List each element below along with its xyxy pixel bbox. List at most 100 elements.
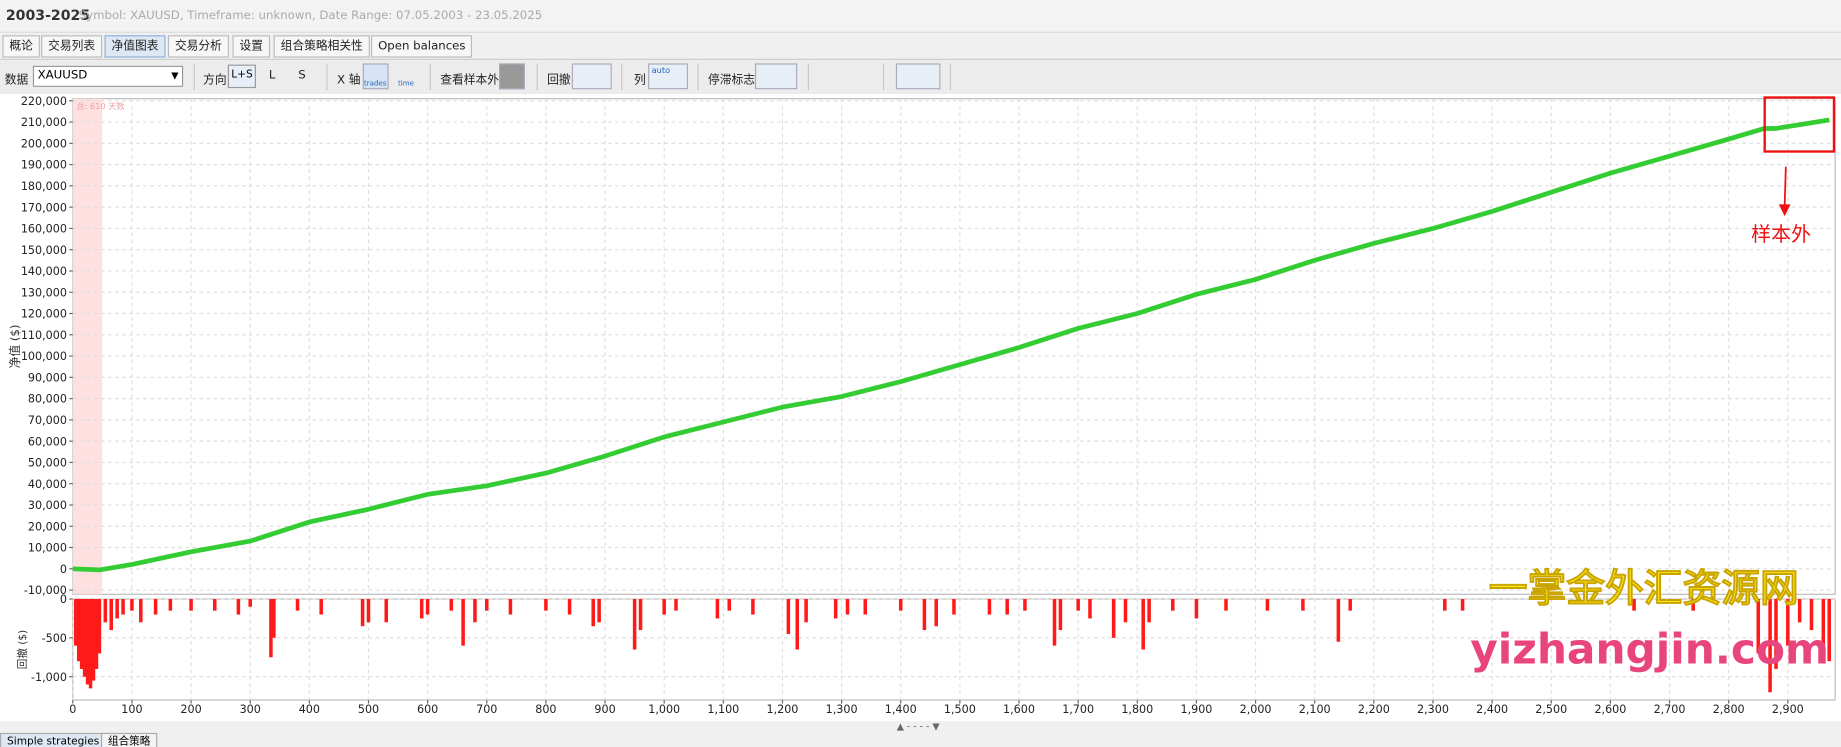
x-tick-label: 800 [535, 703, 556, 716]
drawdown-bar [212, 599, 217, 611]
drawdown-bar [295, 599, 300, 611]
separator [193, 63, 195, 91]
drawdown-bar [934, 599, 938, 627]
direction-button[interactable]: L [268, 69, 276, 83]
drawdown-bar [1058, 599, 1063, 631]
drawdown-bar [662, 599, 666, 615]
drawdown-bar [236, 599, 241, 615]
drawdown-chart: 0 -500 -1,000 0 100 200 300 400 500 600 700 800 900 1… [31, 593, 1836, 716]
equity-plot-area [72, 98, 1836, 595]
toolbar: 数据 XAUUSD ▼ 方向 L+S L S X 轴 trades time 查… [0, 58, 1841, 96]
drawdown-bar [94, 599, 99, 669]
icon-text: trades [363, 79, 387, 89]
tab[interactable]: 组合策略相关性 [273, 35, 370, 58]
drawdown-bar [461, 599, 465, 646]
drawdown-bar [73, 599, 78, 646]
drawdown-select[interactable] [571, 63, 612, 90]
drawdown-bar [248, 599, 252, 607]
x-tick-label: 1,100 [707, 703, 739, 716]
drawdown-bar [1809, 599, 1814, 631]
y-tick-label: 140,000 [21, 265, 67, 278]
tab[interactable]: 概论 [2, 35, 40, 58]
y-tick-label: 10,000 [28, 542, 67, 555]
tab[interactable]: Open balances [371, 35, 473, 58]
drawdown-bar [360, 599, 365, 627]
y-tick-label: 0 [60, 593, 67, 606]
x-tick-label: 600 [417, 703, 438, 716]
bottom-tab[interactable]: Simple strategies [0, 732, 107, 747]
separator [326, 63, 328, 91]
band-label: 总: 610 天数 [76, 101, 124, 111]
columns-select[interactable]: auto [648, 63, 689, 90]
x-tick-label: 2,700 [1654, 703, 1686, 716]
oos-label: 查看样本外 [440, 73, 499, 87]
tab[interactable]: 设置 [232, 35, 271, 58]
xaxis-trades-button[interactable]: trades [362, 63, 389, 90]
drawdown-bar [1265, 599, 1270, 611]
tab-active[interactable]: 净值图表 [104, 35, 166, 58]
drawdown-bar [898, 599, 903, 611]
drawdown-bar [1141, 599, 1145, 650]
x-tick-label: 200 [180, 703, 201, 716]
drawdown-label: 回撤 [547, 73, 571, 87]
drawdown-bar [130, 599, 134, 611]
direction-button[interactable]: L+S [227, 64, 256, 89]
drawdown-bar [1786, 599, 1790, 646]
x-tick-label: 1,700 [1062, 703, 1094, 716]
x-tick-label: 1,200 [767, 703, 799, 716]
annotation-box [1763, 96, 1836, 153]
annotation-arrow [1783, 166, 1787, 207]
tab[interactable]: 交易分析 [167, 35, 229, 58]
x-tick-label: 1,400 [885, 703, 917, 716]
drawdown-bar [544, 599, 548, 611]
drawdown-bar [1756, 599, 1761, 654]
drawdown-bar [987, 599, 992, 615]
drawdown-bar [1797, 599, 1802, 623]
drawdown-bar [384, 599, 388, 623]
x-tick-label: 1,900 [1180, 703, 1212, 716]
drawdown-bar [419, 599, 424, 619]
drawdown-bar [139, 599, 143, 623]
y-tick-label: 160,000 [21, 223, 67, 236]
direction-label: 方向 [203, 73, 227, 87]
oos-toggle[interactable] [498, 63, 525, 90]
xaxis-time-button[interactable]: time [393, 63, 419, 89]
y-tick-label: -1,000 [31, 671, 67, 684]
watermark: yizhangjin.com [1470, 625, 1829, 674]
x-tick-label: 2,400 [1476, 703, 1508, 716]
x-tick-label: 300 [240, 703, 261, 716]
drawdown-bar [952, 599, 956, 615]
drawdown-bar [922, 599, 927, 631]
x-tick-label: 2,200 [1358, 703, 1390, 716]
xaxis-label: X 轴 [336, 73, 361, 87]
separator [697, 63, 699, 91]
direction-button[interactable]: S [298, 69, 306, 83]
splitter-handle[interactable]: ▲ - - - - ▼ [897, 721, 941, 732]
title-bar: 2003-2025 Symbol: XAUUSD, Timeframe: unk… [0, 0, 1841, 33]
drawdown-bar [1076, 599, 1080, 611]
drawdown-bar [1171, 599, 1175, 611]
drawdown-bar [863, 599, 868, 615]
chart-icon[interactable] [895, 63, 941, 90]
direction-text: L+S [231, 69, 253, 82]
drawdown-bar [97, 599, 102, 654]
drawdown-bar [1821, 599, 1826, 646]
x-tick-label: 2,100 [1299, 703, 1331, 716]
data-select[interactable]: XAUUSD ▼ [32, 65, 184, 87]
drawdown-bar [567, 599, 572, 615]
drawdown-bar [632, 599, 637, 650]
drawdown-bar [1774, 599, 1778, 669]
tab[interactable]: 交易列表 [41, 35, 103, 58]
drawdown-bar [1123, 599, 1128, 623]
equity-line [72, 117, 1830, 573]
separator [882, 63, 885, 91]
x-tick-label: 1,600 [1003, 703, 1035, 716]
drawdown-bar [121, 599, 125, 615]
drawdown-bar [1460, 599, 1465, 611]
stagnation-select[interactable] [754, 63, 798, 90]
bottom-tab[interactable]: 组合策略 [100, 732, 158, 747]
x-tick-label: 2,000 [1240, 703, 1272, 716]
report-title: 2003-2025 [5, 7, 91, 24]
drawdown-bar [1336, 599, 1341, 642]
x-tick-label: 0 [69, 703, 76, 716]
